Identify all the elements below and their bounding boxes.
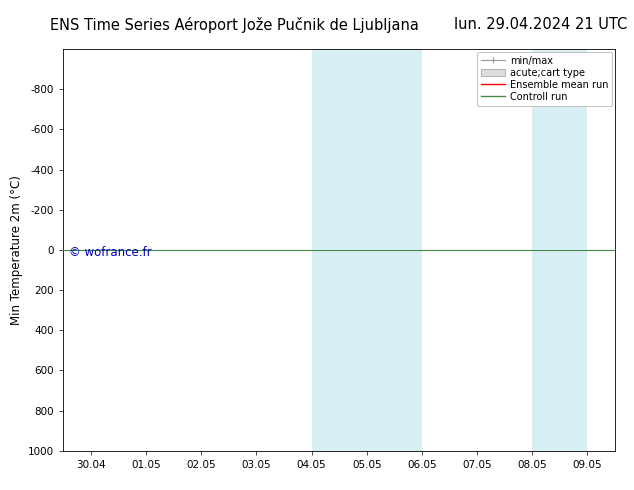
Bar <box>312 49 367 451</box>
Legend: min/max, acute;cart type, Ensemble mean run, Controll run: min/max, acute;cart type, Ensemble mean … <box>477 52 612 105</box>
Bar <box>533 49 588 451</box>
Bar <box>366 49 422 451</box>
Y-axis label: Min Temperature 2m (°C): Min Temperature 2m (°C) <box>10 175 23 325</box>
Text: ENS Time Series Aéroport Jože Pučnik de Ljubljana: ENS Time Series Aéroport Jože Pučnik de … <box>50 17 419 33</box>
Text: © wofrance.fr: © wofrance.fr <box>69 246 152 259</box>
Text: lun. 29.04.2024 21 UTC: lun. 29.04.2024 21 UTC <box>455 17 628 32</box>
